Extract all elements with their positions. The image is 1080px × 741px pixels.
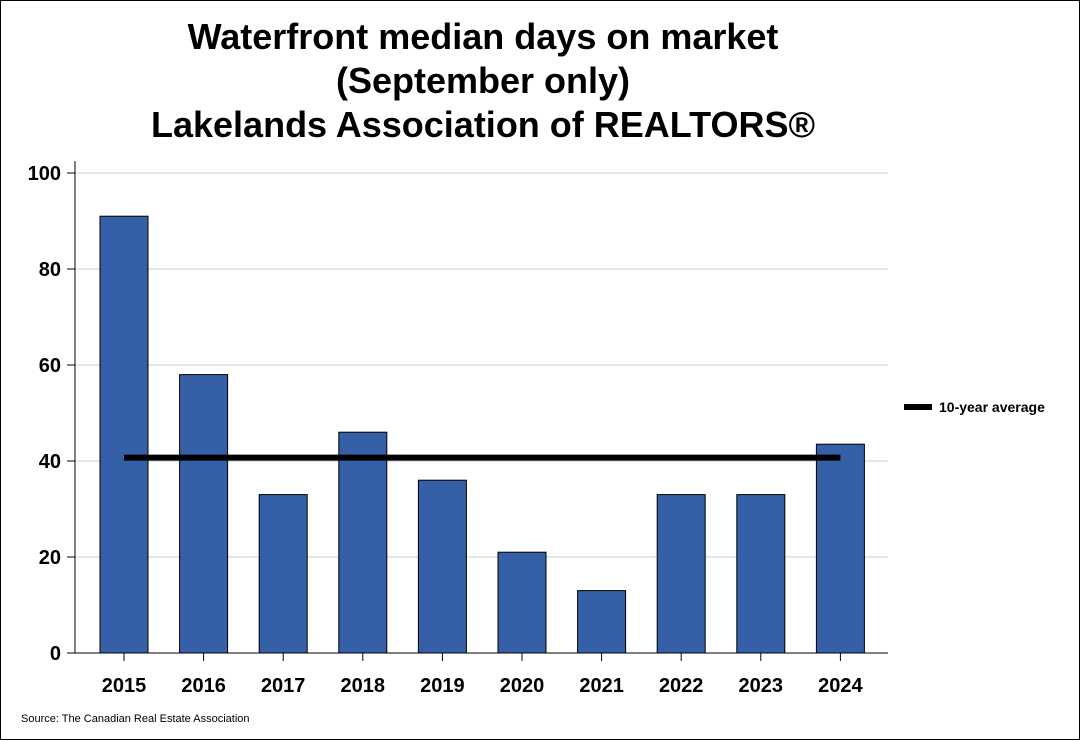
bar-2021 bbox=[577, 590, 627, 654]
x-tick-label: 2023 bbox=[739, 675, 784, 697]
bar-2016 bbox=[179, 374, 229, 654]
x-tick-label: 2020 bbox=[500, 675, 545, 697]
bar-2015 bbox=[99, 215, 149, 654]
x-tick-label: 2024 bbox=[818, 675, 863, 697]
chart-title-line-2: (September only) bbox=[335, 60, 631, 101]
source-note: Source: The Canadian Real Estate Associa… bbox=[21, 713, 250, 725]
bar-2022 bbox=[656, 494, 706, 654]
y-tick-label: 100 bbox=[28, 163, 61, 185]
y-tick-label: 0 bbox=[50, 643, 61, 665]
chart-title-line-3: Lakelands Association of REALTORS® bbox=[151, 104, 815, 145]
bar-2023 bbox=[736, 494, 786, 654]
y-tick-label: 20 bbox=[39, 547, 61, 569]
x-tick-label: 2016 bbox=[181, 675, 226, 697]
x-tick-label: 2021 bbox=[579, 675, 624, 697]
x-tick-label: 2022 bbox=[659, 675, 704, 697]
x-tick-label: 2018 bbox=[341, 675, 386, 697]
bar-2019 bbox=[417, 479, 467, 654]
bar-2018 bbox=[338, 431, 388, 654]
y-tick-label: 40 bbox=[39, 451, 61, 473]
x-tick-label: 2017 bbox=[261, 675, 306, 697]
bar-2024 bbox=[815, 443, 865, 654]
y-tick-label: 60 bbox=[39, 355, 61, 377]
legend-label: 10-year average bbox=[939, 399, 1045, 415]
bar-2020 bbox=[497, 551, 547, 654]
x-tick-label: 2019 bbox=[420, 675, 465, 697]
y-tick-label: 80 bbox=[39, 259, 61, 281]
bar-2017 bbox=[258, 494, 308, 654]
chart-title: Waterfront median days on market (Septem… bbox=[1, 15, 965, 147]
chart-title-line-1: Waterfront median days on market bbox=[187, 16, 779, 57]
x-tick-label: 2015 bbox=[102, 675, 147, 697]
